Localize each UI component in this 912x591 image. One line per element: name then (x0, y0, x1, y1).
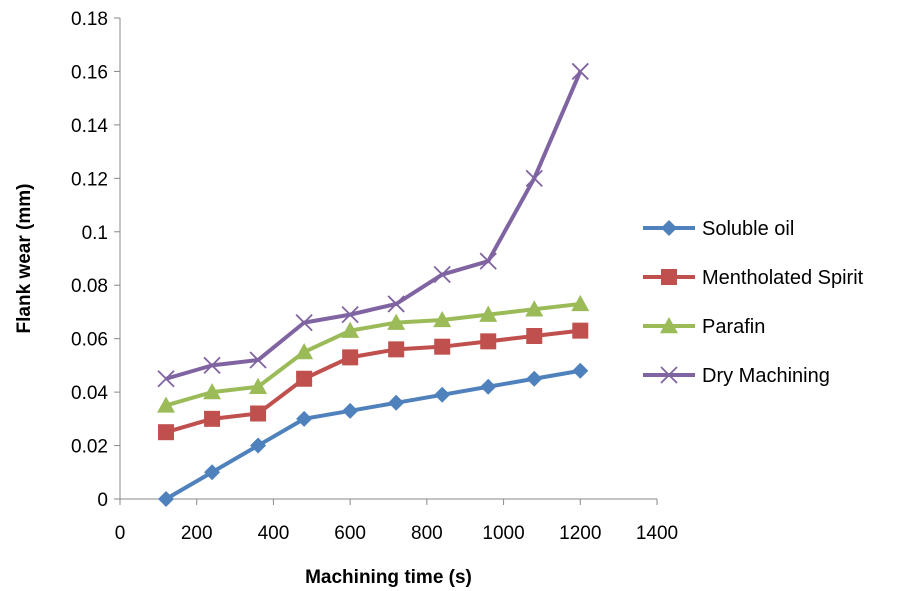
data-point-dry-machining (433, 265, 451, 284)
data-point-dry-machining-stroke (571, 62, 589, 81)
data-point-dry-machining (479, 252, 497, 270)
data-point-mentholated-spirit (250, 405, 267, 422)
legend-swatch-marker (660, 366, 678, 384)
legend-item-parafin: Parafin (643, 316, 765, 338)
data-point-parafin (525, 300, 544, 317)
data-point-parafin (341, 321, 360, 338)
legend-swatch-marker (660, 317, 678, 334)
data-point-soluble-oil (296, 410, 313, 427)
x-tick-label: 0 (115, 523, 126, 544)
data-point-dry-machining (341, 305, 359, 324)
data-point-dry-machining (157, 370, 175, 388)
data-point-dry-machining-stroke (387, 295, 405, 313)
data-point-parafin (387, 313, 406, 330)
y-tick-label: 0.18 (71, 9, 108, 30)
data-point-mentholated-spirit (296, 370, 313, 387)
data-point-soluble-oil (250, 437, 267, 454)
legend: Soluble oil Mentholated Spirit Parafin Dry … (643, 218, 864, 387)
series-layer (157, 62, 590, 507)
legend-label: Parafin (702, 316, 765, 338)
data-point-dry-machining-stroke (157, 370, 175, 388)
y-tick-label: 0 (97, 490, 108, 511)
data-point-dry-machining-stroke (203, 356, 221, 375)
series-mentholated-spirit (158, 322, 589, 441)
legend-swatch-marker-stroke (660, 366, 678, 384)
data-point-dry-machining (387, 295, 405, 313)
data-point-mentholated-spirit (388, 341, 405, 358)
series-line-parafin (165, 301, 581, 408)
series-parafin (157, 294, 590, 413)
data-point-soluble-oil (480, 378, 497, 395)
data-point-dry-machining (295, 313, 313, 332)
data-point-dry-machining (249, 351, 267, 369)
data-point-mentholated-spirit (204, 410, 221, 427)
data-point-parafin (157, 396, 176, 413)
legend-swatch-marker (661, 220, 677, 236)
data-point-parafin (479, 305, 498, 322)
x-tick-label: 200 (181, 523, 213, 544)
y-axis-title: Flank wear (mm) (14, 184, 35, 334)
series-dry-machining (157, 62, 589, 388)
y-tick-label: 0.08 (71, 276, 108, 297)
x-tick-label: 600 (334, 523, 366, 544)
data-point-dry-machining-stroke (341, 305, 359, 324)
data-point-mentholated-spirit (572, 322, 589, 339)
x-axis-title: Machining time (s) (305, 567, 472, 588)
y-tick-label: 0.02 (71, 437, 108, 458)
y-tick-label: 0.04 (71, 383, 108, 404)
data-point-dry-machining (525, 169, 543, 187)
y-tick-label: 0.12 (71, 169, 108, 190)
legend-item-soluble-oil: Soluble oil (643, 218, 794, 240)
legend-swatch-marker (661, 269, 677, 285)
x-tick-label: 1400 (636, 523, 678, 544)
data-point-parafin (203, 383, 222, 400)
data-point-soluble-oil (158, 491, 175, 507)
data-point-soluble-oil (572, 362, 589, 379)
data-point-mentholated-spirit (434, 338, 451, 355)
legend-label: Mentholated Spirit (702, 267, 864, 289)
y-tick-label: 0.1 (82, 223, 108, 244)
series-line-dry-machining (165, 70, 583, 381)
y-tick-label: 0.16 (71, 62, 108, 83)
data-point-soluble-oil (204, 464, 221, 481)
data-point-dry-machining (571, 62, 589, 81)
x-tick-label: 400 (258, 523, 290, 544)
data-point-mentholated-spirit (158, 424, 175, 441)
series-line-soluble-oil (165, 368, 581, 501)
legend-item-dry-machining: Dry Machining (643, 365, 830, 387)
x-tick-label: 1000 (482, 523, 524, 544)
data-point-dry-machining-stroke (433, 265, 451, 284)
legend-item-mentholated-spirit: Mentholated Spirit (643, 267, 864, 289)
data-point-soluble-oil (526, 370, 543, 387)
data-point-dry-machining-stroke (295, 313, 313, 332)
data-point-dry-machining-stroke (249, 351, 267, 369)
data-point-dry-machining-stroke (525, 169, 543, 187)
data-point-soluble-oil (434, 386, 451, 403)
data-point-parafin (249, 377, 268, 394)
data-point-dry-machining (203, 356, 221, 375)
data-point-soluble-oil (342, 402, 359, 419)
y-tick-label: 0.14 (71, 116, 108, 137)
axes: 0 0.02 0.04 0.06 0.08 0.1 0.12 0.14 0.16 0.18 0 200… (71, 9, 678, 544)
series-line-mentholated-spirit (165, 328, 581, 435)
data-point-dry-machining-stroke (479, 252, 497, 270)
data-point-parafin (295, 343, 314, 360)
x-tick-label: 800 (411, 523, 443, 544)
x-tick-label: 1200 (559, 523, 601, 544)
data-point-soluble-oil (388, 394, 405, 411)
data-point-mentholated-spirit (342, 349, 359, 366)
data-point-mentholated-spirit (480, 333, 497, 350)
data-point-parafin (571, 294, 590, 312)
data-point-mentholated-spirit (526, 327, 543, 344)
series-soluble-oil (158, 362, 589, 507)
y-tick-label: 0.06 (71, 330, 108, 351)
legend-label: Soluble oil (702, 218, 794, 240)
legend-label: Dry Machining (702, 365, 830, 387)
data-point-parafin (433, 310, 452, 328)
